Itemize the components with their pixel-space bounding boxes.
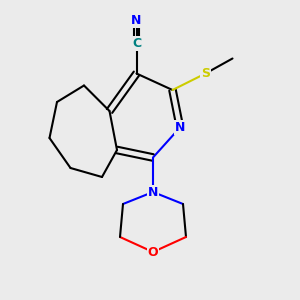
Text: O: O: [148, 245, 158, 259]
Text: N: N: [175, 121, 185, 134]
Text: N: N: [131, 14, 142, 28]
Text: C: C: [132, 37, 141, 50]
Text: N: N: [148, 185, 158, 199]
Text: S: S: [201, 67, 210, 80]
